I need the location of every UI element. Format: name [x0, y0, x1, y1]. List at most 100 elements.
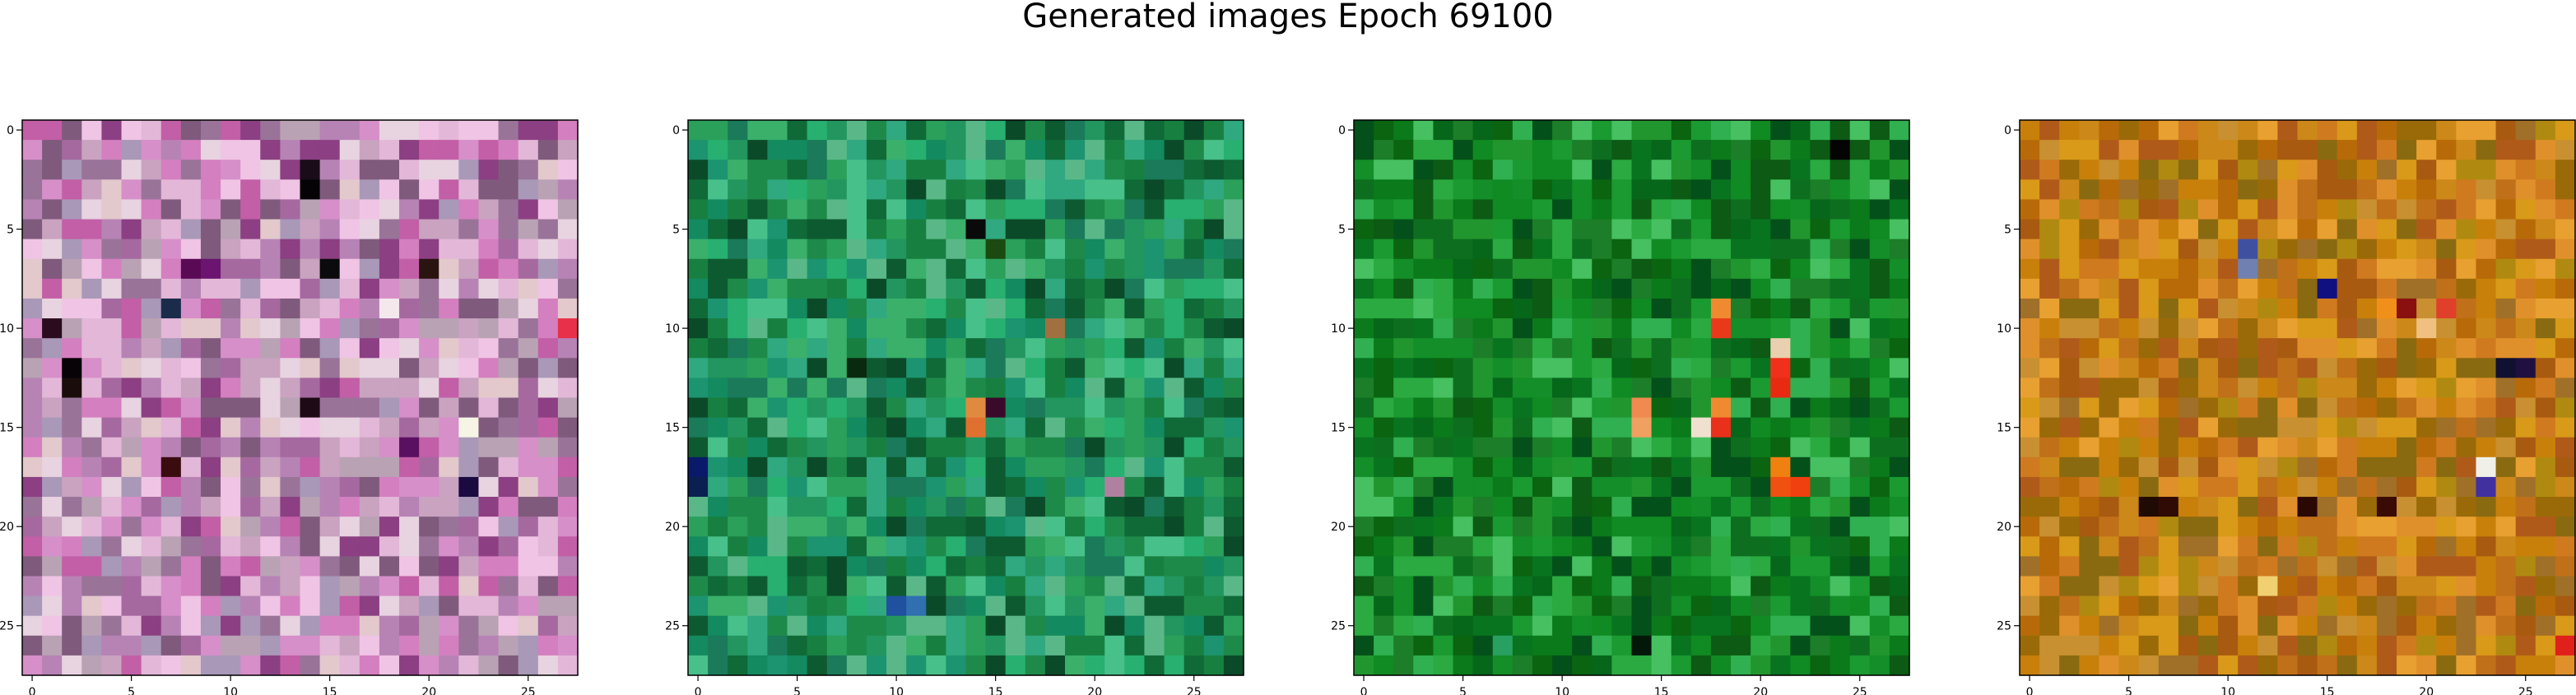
pixel-cell [1492, 179, 1514, 201]
pixel-cell [2059, 160, 2080, 180]
pixel-cell [1512, 536, 1533, 557]
pixel-cell [2277, 635, 2299, 656]
pixel-cell [886, 595, 907, 617]
pixel-cell [81, 437, 103, 458]
pixel-cell [42, 338, 63, 359]
pixel-cell [1413, 556, 1434, 577]
pixel-cell [2079, 298, 2100, 319]
pixel-cell [985, 556, 1007, 577]
pixel-cell [1104, 635, 1125, 656]
pixel-cell [1472, 595, 1494, 617]
pixel-cell [2238, 358, 2258, 378]
pixel-cell [160, 378, 182, 399]
pixel-cell [1611, 160, 1633, 180]
pixel-cell [2039, 517, 2060, 537]
pixel-cell [1413, 318, 1434, 339]
pixel-cell [22, 497, 43, 517]
pixel-cell [1164, 160, 1185, 180]
pixel-cell [2297, 160, 2318, 180]
pixel-cell [1124, 595, 1146, 617]
pixel-cell [985, 239, 1007, 260]
pixel-cell [1810, 536, 1831, 557]
pixel-cell [1065, 239, 1086, 260]
pixel-cell [1830, 437, 1851, 458]
pixel-cell [1770, 595, 1791, 617]
pixel-cell [1889, 239, 1910, 260]
pixel-cell [319, 536, 341, 557]
pixel-cell [2118, 497, 2140, 517]
pixel-cell [2218, 378, 2239, 399]
pixel-cell [1065, 536, 1086, 557]
pixel-cell [2376, 517, 2397, 537]
pixel-cell [1433, 397, 1454, 419]
pixel-cell [1611, 318, 1633, 339]
pixel-cell [518, 456, 539, 478]
pixel-cell [399, 576, 420, 597]
pixel-cell [2158, 358, 2179, 378]
pixel-cell [1671, 576, 1692, 597]
pixel-cell [2416, 278, 2437, 299]
pixel-cell [1572, 397, 1593, 419]
x-tick-label: 15 [988, 686, 1003, 695]
pixel-cell [708, 595, 728, 617]
pixel-cell [439, 278, 459, 299]
pixel-cell [926, 179, 946, 201]
pixel-cell [1472, 298, 1494, 319]
pixel-cell [1472, 338, 1494, 359]
pixel-cell [1651, 278, 1672, 299]
pixel-cell [2079, 160, 2100, 180]
pixel-cell [121, 219, 142, 240]
pixel-cell [141, 160, 162, 180]
pixel-cell [708, 556, 728, 577]
pixel-cell [926, 476, 946, 498]
pixel-cell [1472, 358, 1494, 378]
pixel-cell [1203, 258, 1225, 280]
pixel-cell [787, 358, 808, 378]
pixel-cell [439, 456, 459, 478]
pixel-cell [2476, 358, 2497, 378]
pixel-cell [200, 497, 221, 517]
pixel-cell [1810, 615, 1831, 637]
pixel-cell [42, 120, 63, 141]
pixel-cell [1393, 239, 1414, 260]
pixel-cell [1433, 378, 1454, 399]
pixel-cell [2039, 160, 2060, 180]
pixel-cell [926, 615, 946, 637]
pixel-cell [1413, 239, 1434, 260]
pixel-cell [141, 358, 162, 378]
pixel-cell [1592, 298, 1612, 319]
pixel-cell [221, 595, 241, 617]
pixel-cell [1144, 140, 1165, 160]
pixel-cell [708, 239, 728, 260]
pixel-cell [1690, 615, 1712, 637]
pixel-cell [1124, 417, 1146, 438]
pixel-cell [1354, 140, 1374, 160]
pixel-cell [2317, 199, 2338, 220]
pixel-cell [807, 497, 828, 517]
pixel-cell [2317, 456, 2338, 478]
pixel-cell [1770, 576, 1791, 597]
pixel-cell [141, 615, 162, 637]
pixel-cell [2535, 655, 2556, 676]
pixel-cell [2515, 437, 2536, 458]
pixel-cell [1005, 219, 1026, 240]
pixel-cell [2118, 595, 2140, 617]
pixel-cell [2397, 536, 2417, 557]
pixel-cell [2555, 318, 2576, 339]
pixel-cell [1354, 456, 1374, 478]
pixel-cell [1354, 536, 1374, 557]
pixel-cell [1611, 576, 1633, 597]
pixel-cell [1830, 140, 1851, 160]
pixel-cell [1005, 318, 1026, 339]
pixel-cell [2436, 635, 2457, 656]
pixel-cell [985, 635, 1007, 656]
pixel-cell [2178, 318, 2199, 339]
pixel-cell [458, 476, 480, 498]
pixel-cell [1164, 278, 1185, 299]
pixel-cell [1065, 595, 1086, 617]
pixel-cell [1690, 179, 1712, 201]
pixel-cell [926, 338, 946, 359]
pixel-cell [2099, 497, 2120, 517]
pixel-cell [339, 556, 360, 577]
pixel-cell [1770, 140, 1791, 160]
